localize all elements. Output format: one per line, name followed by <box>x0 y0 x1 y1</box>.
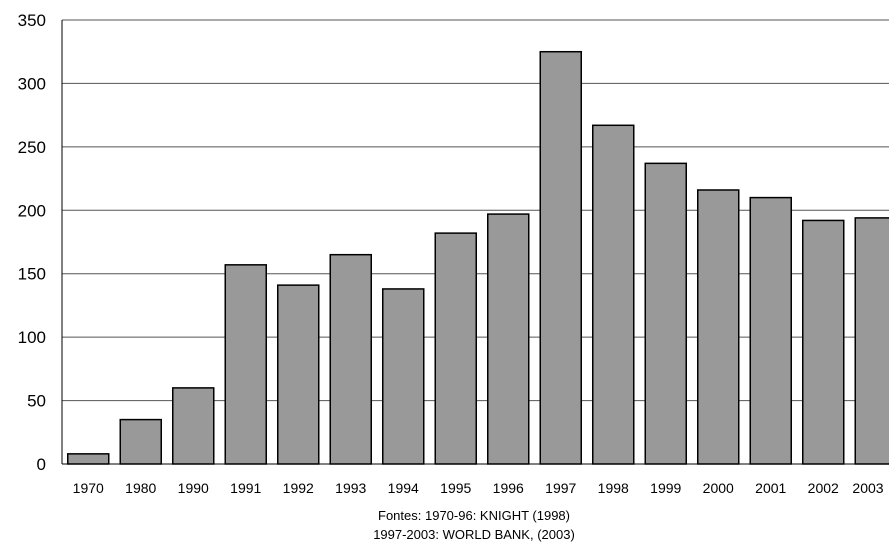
x-tick-label: 1993 <box>335 480 366 496</box>
x-tick-labels: 1970 1980 1990 1991 1992 1993 1994 1995 1996 1997… <box>73 480 884 496</box>
bar <box>644 162 687 465</box>
y-tick-label: 350 <box>18 11 46 30</box>
x-tick-label: 1992 <box>283 480 314 496</box>
y-tick-labels: 0 50 100 150 200 250 300 350 <box>18 11 46 474</box>
y-tick-label: 50 <box>27 392 46 411</box>
bar <box>382 288 425 465</box>
x-tick-label: 1970 <box>73 480 104 496</box>
bar <box>749 196 792 465</box>
axes <box>61 20 889 465</box>
bars <box>67 50 889 465</box>
bar <box>697 189 740 465</box>
bar <box>172 387 215 465</box>
x-tick-label: 1996 <box>493 480 524 496</box>
bar <box>67 453 110 465</box>
y-tick-label: 300 <box>18 74 46 93</box>
bar <box>277 284 320 465</box>
y-tick-label: 200 <box>18 201 46 220</box>
x-tick-label: 1995 <box>440 480 471 496</box>
x-tick-label: 2000 <box>703 480 734 496</box>
x-tick-label: 1998 <box>598 480 629 496</box>
x-tick-label: 1999 <box>650 480 681 496</box>
y-tick-label: 250 <box>18 138 46 157</box>
x-tick-label: 2001 <box>755 480 786 496</box>
y-tick-label: 0 <box>37 455 46 474</box>
x-tick-label: 1991 <box>230 480 261 496</box>
bar <box>802 219 845 465</box>
x-tick-label: 1997 <box>545 480 576 496</box>
bar <box>434 232 477 465</box>
x-tick-label: 1994 <box>388 480 419 496</box>
y-tick-label: 100 <box>18 328 46 347</box>
x-tick-label: 1990 <box>178 480 209 496</box>
source-line-2: 1997-2003: WORLD BANK, (2003) <box>373 527 575 542</box>
bar <box>119 418 162 465</box>
y-tick-label: 150 <box>18 265 46 284</box>
x-tick-label: 2003 <box>852 480 883 496</box>
bar <box>592 124 635 465</box>
x-tick-label: 2002 <box>808 480 839 496</box>
bar <box>224 264 267 465</box>
bar <box>854 217 889 465</box>
bar <box>329 253 372 465</box>
bar <box>539 50 582 465</box>
x-tick-label: 1980 <box>125 480 156 496</box>
source-line-1: Fontes: 1970-96: KNIGHT (1998) <box>378 508 570 523</box>
bar <box>487 213 530 465</box>
